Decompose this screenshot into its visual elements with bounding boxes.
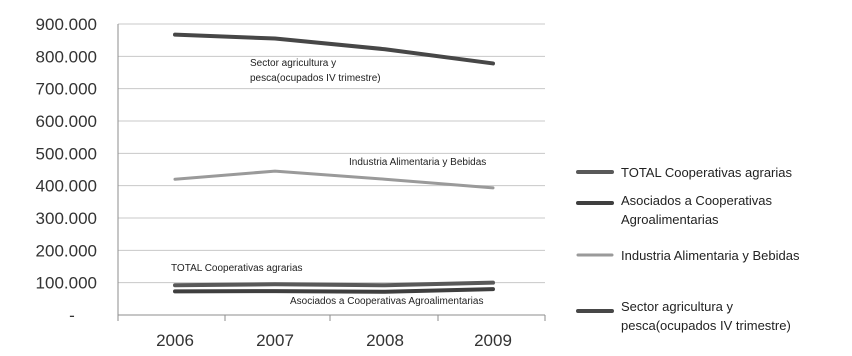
- series-annotation-label: Industria Alimentaria y Bebidas: [349, 157, 486, 168]
- y-tick-label: 500.000: [36, 144, 97, 163]
- y-tick-label: 400.000: [36, 177, 97, 196]
- series-annotation-label: Asociados a Cooperativas Agroalimentaria…: [290, 296, 483, 307]
- y-tick-label: 100.000: [36, 274, 97, 293]
- legend-label-2: Asociados a Cooperativas: [621, 193, 773, 208]
- x-tick-label: 2009: [474, 331, 512, 350]
- annotation-layer: Sector agricultura y pesca(ocupados IV tr…: [171, 58, 486, 307]
- axis-layer: - 100.000 200.000 300.000 400.000 500.000 600.…: [36, 15, 546, 350]
- y-tick-label: 600.000: [36, 112, 97, 131]
- y-tick-label: 800.000: [36, 47, 97, 66]
- y-tick-label: 900.000: [36, 15, 97, 34]
- y-tick-label: -: [69, 306, 75, 325]
- series-annotation-label: pesca(ocupados IV trimestre): [250, 73, 381, 84]
- legend-label-4: pesca(ocupados IV trimestre): [621, 318, 791, 333]
- series-annotation-label: Sector agricultura y: [250, 58, 336, 69]
- series-line-3: [173, 169, 495, 190]
- x-tick-label: 2006: [156, 331, 194, 350]
- x-tick-label: 2007: [256, 331, 294, 350]
- x-tick-label: 2008: [366, 331, 404, 350]
- grid-layer: [118, 23, 545, 284]
- series-annotation-label: TOTAL Cooperativas agrarias: [171, 263, 303, 274]
- series-line-2: [173, 287, 495, 294]
- y-tick-label: 300.000: [36, 209, 97, 228]
- y-tick-label: 200.000: [36, 241, 97, 260]
- legend-label-2: Agroalimentarias: [621, 212, 719, 227]
- series-line-1: [173, 280, 495, 288]
- legend-layer: TOTAL Cooperativas agrarias Asociados a C…: [576, 165, 800, 333]
- series-layer: [173, 32, 495, 294]
- legend-label-3: Industria Alimentaria y Bebidas: [621, 248, 800, 263]
- legend-label-4: Sector agricultura y: [621, 299, 733, 314]
- series-line-4: [173, 32, 495, 66]
- y-tick-label: 700.000: [36, 80, 97, 99]
- legend-label-1: TOTAL Cooperativas agrarias: [621, 165, 792, 180]
